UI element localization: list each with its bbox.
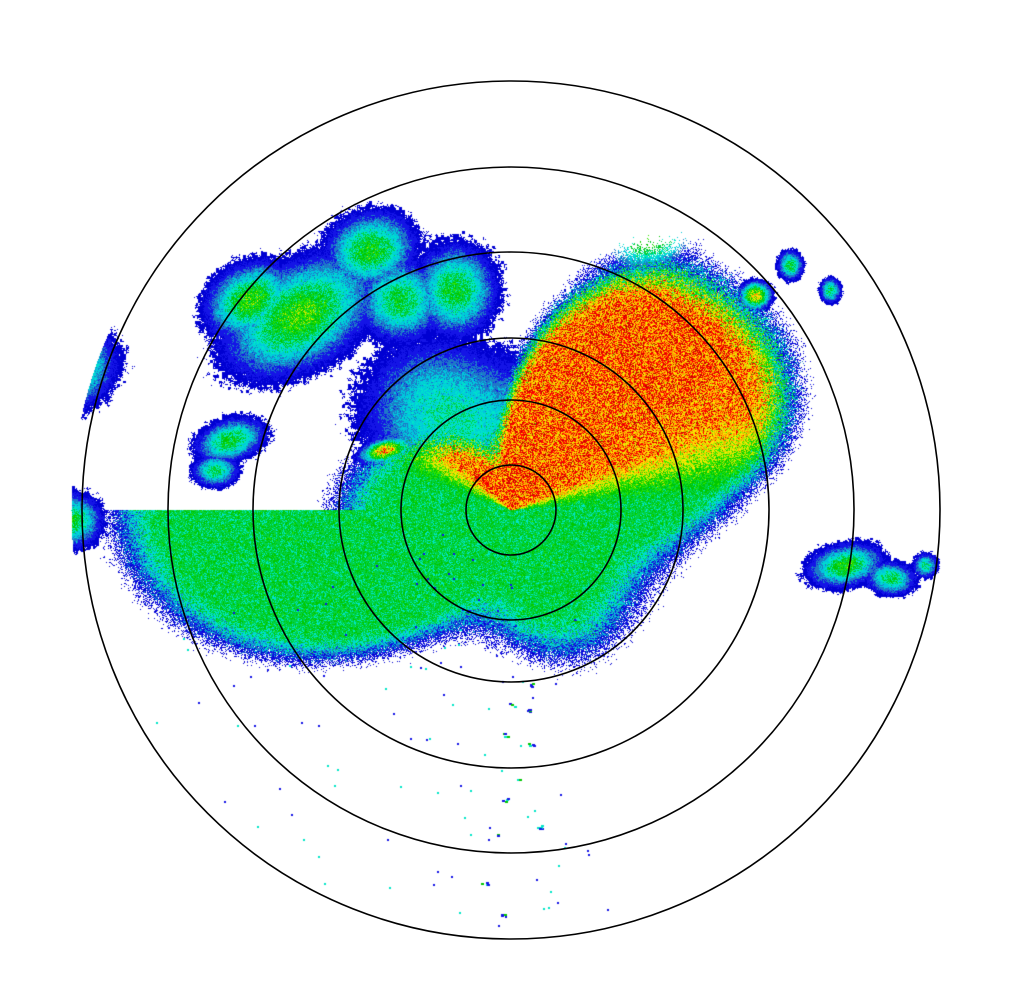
radar-display: Polar PPI weather radar reflectivity dis… [0,0,1029,991]
radar-reflectivity-canvas [0,0,1029,991]
